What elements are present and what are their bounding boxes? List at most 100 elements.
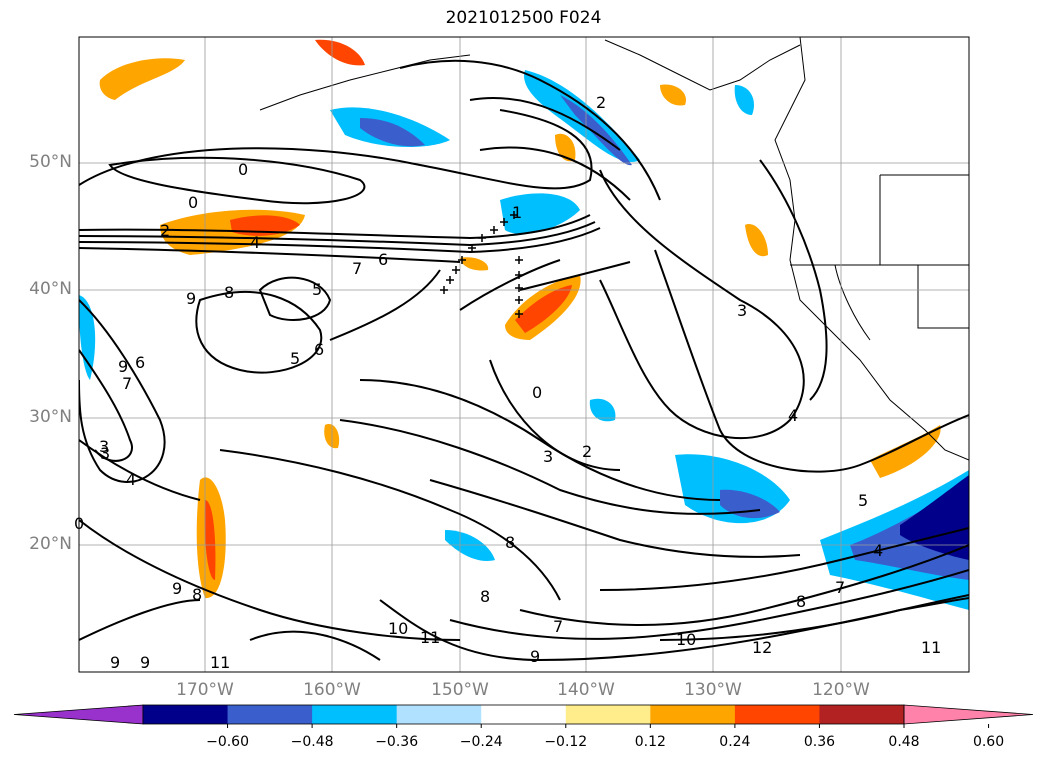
gridlines [79,37,969,672]
positive-anomaly-region [460,257,489,271]
colorbar [13,704,1034,728]
colorbar-tick-label: −0.12 [544,734,588,750]
contour-label: 4 [873,541,883,560]
positive-anomaly-region [870,425,941,478]
contour-label: 6 [135,353,145,372]
contour-label: 4 [250,233,260,252]
positive-anomaly-region [515,285,572,333]
lon-label-160w: 160°W [303,680,361,700]
contour-label: 0 [532,383,542,402]
contour-label: 9 [118,357,128,376]
contour-label: 7 [122,374,132,393]
colorbar-tick-label: −0.48 [290,734,334,750]
colorbar-tick-label: −0.36 [375,734,419,750]
contour-lines [79,59,969,662]
lon-label-120w: 120°W [812,680,870,700]
contour-label: 1 [512,203,522,222]
lat-label-50n: 50°N [29,152,72,172]
positive-anomaly-region [204,500,216,580]
contour-label: 7 [553,617,563,636]
lon-label-170w: 170°W [176,680,234,700]
contour-label: 4 [788,406,798,425]
lat-label-20n: 20°N [29,534,72,554]
contour-label: 0 [238,160,248,179]
negative-anomaly-region [734,85,755,115]
colorbar-tick-label: 0.36 [803,734,836,750]
positive-anomaly-region [99,58,185,100]
negative-anomaly-region [500,193,580,234]
colorbar-swatch [481,705,567,724]
colorbar-tick-label: 0.48 [888,734,920,750]
contour-label: 7 [835,578,845,597]
negative-anomaly-region [360,118,425,147]
colorbar-swatch [565,705,651,724]
colorbar-swatch [396,705,482,724]
contour-label: 11 [210,653,230,672]
negative-anomaly-region [589,398,616,422]
contour-label: 4 [126,470,136,489]
contour-label: 2 [582,442,592,461]
colorbar-swatch [227,705,313,724]
colorbar-swatch [819,705,905,724]
lat-label-40n: 40°N [29,279,72,299]
contour-label: 0 [188,193,198,212]
contour-label: 3 [737,301,747,320]
coastlines [259,37,969,461]
positive-anomaly-region [660,84,686,106]
negative-anomaly-region [445,530,495,561]
contour-label: 3 [543,447,553,466]
contour-label: 3 [99,437,109,456]
negative-anomaly-region [900,475,969,560]
contour-label: 3 [100,444,110,463]
contour-label: 11 [921,638,941,657]
lon-label-150w: 150°W [431,680,489,700]
colorbar-swatch [312,705,398,724]
contour-label: 6 [314,340,324,359]
colorbar-tick-label: 0.24 [719,734,751,750]
contour-label: 10 [388,619,408,638]
colorbar-tick-label: −0.60 [206,734,249,750]
negative-anomaly-region [560,95,632,166]
contour-label: 8 [796,592,806,611]
positive-anomaly-region [745,224,768,257]
colorbar-swatch [143,705,229,724]
negative-anomaly-region [79,295,96,380]
contour-label: 6 [378,250,388,269]
contour-label: 2 [596,93,606,112]
contour-label: 8 [192,585,202,604]
contour-label: 8 [505,533,515,552]
contour-label: 5 [312,280,322,299]
contour-label: 11 [420,628,440,647]
contour-label: 0 [74,514,84,533]
colorbar-extend-high [903,704,1034,725]
colorbar-swatch [650,705,736,724]
lon-label-130w: 130°W [684,680,742,700]
positive-anomaly-region [315,39,365,66]
contour-label: 10 [676,630,696,649]
contour-label: 9 [110,653,120,672]
contour-label: 9 [186,289,196,308]
contour-label: 5 [290,349,300,368]
contour-label: 8 [480,587,490,606]
colorbar-swatch [734,705,820,724]
contour-label: 5 [858,491,868,510]
contour-label: 9 [530,647,540,666]
negative-anomaly-region [720,489,780,519]
contour-label: 7 [352,259,362,278]
map-frame [78,36,970,673]
shaded-fields [79,39,969,610]
contour-label: 2 [160,221,170,240]
colorbar-tick-label: 0.12 [634,734,666,750]
contour-label: 8 [224,283,234,302]
track-markers [440,211,523,318]
lon-label-140w: 140°W [557,680,615,700]
contour-label: 12 [752,638,772,657]
colorbar-tick-label: 0.60 [972,734,1005,750]
lat-label-30n: 30°N [29,407,72,427]
map-title: 2021012500 F024 [445,8,602,28]
contour-label: 9 [140,653,150,672]
colorbar-extend-low [13,704,144,725]
contour-label: 9 [172,579,182,598]
